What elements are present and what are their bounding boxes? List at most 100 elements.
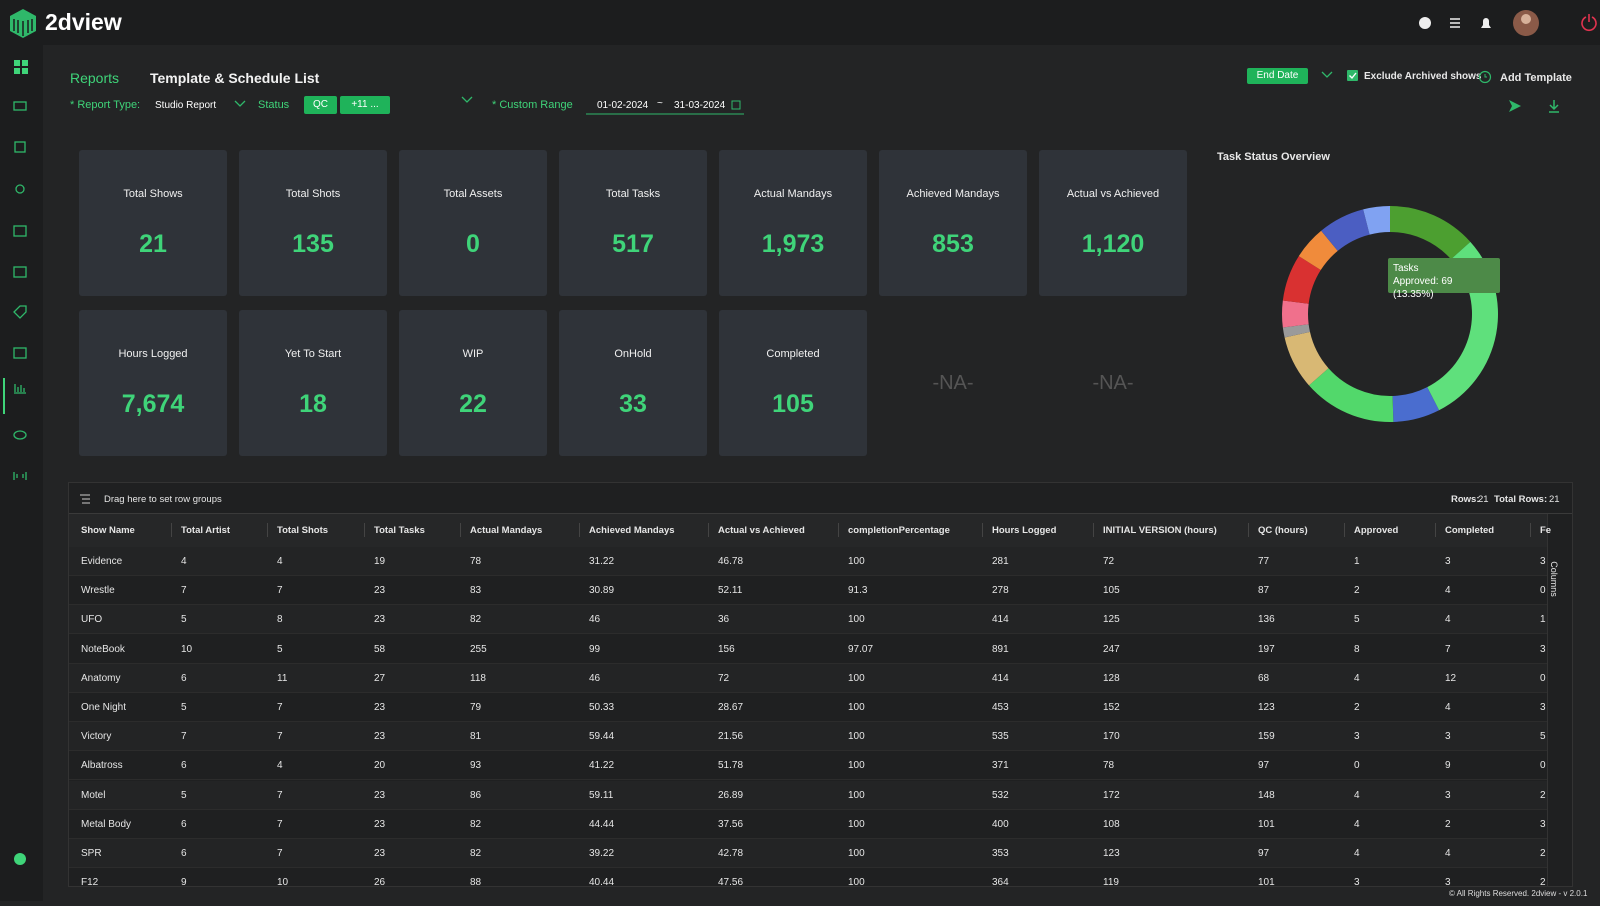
kpi-card: WIP 22 (399, 310, 547, 456)
tooltip-label: Approved: 69 (13.35%) (1393, 276, 1453, 300)
divider (69, 513, 1572, 514)
table-cell: 105 (1103, 585, 1120, 597)
table-cell: 5 (1354, 614, 1360, 626)
table-cell: Metal Body (81, 818, 132, 830)
table-cell: 7 (277, 702, 283, 713)
table-cell: 159 (1258, 731, 1275, 743)
table-cell: 1 (1354, 556, 1360, 567)
list-icon[interactable] (1450, 18, 1460, 28)
table-cell: 152 (1103, 702, 1120, 713)
column-separator (1530, 523, 1531, 537)
column-header: INITIAL VERSION (hours) (1103, 525, 1217, 536)
status-chip[interactable]: +11 ... (340, 96, 390, 114)
table-cell: 148 (1258, 789, 1275, 801)
table-cell: 4 (1354, 789, 1360, 801)
table-cell: 87 (1258, 585, 1270, 597)
table-row (69, 722, 1547, 752)
table-cell: 82 (470, 614, 482, 626)
table-cell: 4 (181, 556, 187, 567)
table-cell: 4 (1445, 848, 1451, 859)
table-cell: 59.44 (589, 731, 615, 743)
table-cell: 278 (992, 585, 1009, 597)
kpi-card: Actual Mandays 1,973 (719, 150, 867, 296)
rows-label: Rows: (1451, 494, 1480, 505)
column-separator (364, 523, 365, 537)
table-cell: 81 (470, 731, 482, 743)
kpi-value: 7,674 (121, 390, 185, 418)
table-cell: 100 (848, 614, 865, 626)
date-to[interactable]: 31-03-2024 (674, 100, 726, 111)
columns-toggle[interactable]: Columns (1548, 561, 1559, 597)
column-header: Approved (1354, 525, 1399, 536)
table-row (69, 751, 1547, 781)
add-icon[interactable] (1419, 17, 1431, 29)
exclude-archived-label[interactable]: Exclude Archived shows (1364, 71, 1482, 82)
date-from[interactable]: 01-02-2024 (597, 100, 649, 111)
clock-icon[interactable] (1478, 70, 1492, 84)
dropdown-icon[interactable] (460, 94, 476, 108)
table-cell: 58 (374, 643, 386, 655)
table-cell: 2 (1354, 585, 1360, 597)
table-cell: 46 (589, 672, 601, 684)
table-cell: 3 (1540, 702, 1546, 713)
table-cell: 156 (718, 643, 735, 655)
table-cell: 9 (1445, 760, 1451, 772)
table-cell: 400 (992, 818, 1009, 830)
add-template[interactable]: Add Template (1500, 72, 1572, 84)
table-cell: 4 (1445, 614, 1451, 626)
dropdown-icon[interactable] (233, 98, 249, 112)
table-cell: 37.56 (718, 818, 744, 830)
send-icon[interactable] (1509, 100, 1521, 112)
column-header: Actual Mandays (470, 525, 543, 536)
kpi-label: Total Tasks (605, 188, 661, 200)
bell-icon[interactable] (1481, 18, 1491, 28)
logo (10, 9, 36, 38)
kpi-label: Actual Mandays (753, 188, 833, 200)
kpi-value: 22 (459, 390, 487, 418)
column-separator (460, 523, 461, 537)
kpi-label: Total Shows (123, 188, 183, 200)
table-cell: 5 (277, 643, 283, 655)
table-cell: 414 (992, 672, 1009, 684)
kpi-value: 21 (139, 230, 167, 258)
table-cell: 23 (374, 702, 386, 713)
table-cell: 281 (992, 556, 1009, 567)
kpi-card: Total Tasks 517 (559, 150, 707, 296)
table-cell: 86 (470, 789, 482, 801)
report-type-value[interactable]: Studio Report (155, 100, 217, 111)
logout-icon[interactable] (1581, 14, 1597, 32)
table-row (69, 605, 1547, 635)
table-cell: 118 (470, 672, 486, 684)
table-cell: 23 (374, 585, 386, 597)
column-header: Total Tasks (374, 525, 425, 536)
table-cell: 3 (1445, 731, 1451, 743)
table-cell: 0 (1540, 585, 1546, 597)
column-separator (171, 523, 172, 537)
placeholder: -NA- (1092, 372, 1134, 394)
table-cell: 100 (848, 731, 865, 743)
table-cell: 3 (1540, 643, 1546, 655)
table-cell: 4 (1354, 818, 1360, 830)
table-cell: 8 (1354, 643, 1360, 655)
checkbox[interactable] (1347, 70, 1359, 82)
table-cell: 5 (1540, 731, 1546, 743)
date-input-frame (586, 100, 744, 115)
download-icon[interactable] (1549, 100, 1559, 113)
kpi-card: Hours Logged 7,674 (79, 310, 227, 456)
table-cell: 91.3 (848, 585, 868, 597)
data-table: Drag here to set row groups Rows: 21 Tot… (68, 482, 1573, 887)
table-cell: 27 (374, 672, 386, 684)
column-separator (579, 523, 580, 537)
column-header: Achieved Mandays (589, 525, 675, 536)
dropdown-icon[interactable] (1318, 68, 1338, 88)
end-date-button[interactable]: End Date (1247, 68, 1308, 84)
table-row (69, 634, 1547, 664)
kpi-label: Completed (766, 348, 820, 360)
breadcrumb-section[interactable]: Reports (70, 70, 120, 86)
kpi-value: 517 (612, 230, 654, 258)
column-separator (1248, 523, 1249, 537)
status-chip[interactable]: QC (304, 96, 337, 114)
side-panel[interactable]: Columns (1547, 514, 1572, 886)
table-cell: 41.22 (589, 760, 615, 772)
report-type-label: * Report Type: (70, 99, 141, 111)
